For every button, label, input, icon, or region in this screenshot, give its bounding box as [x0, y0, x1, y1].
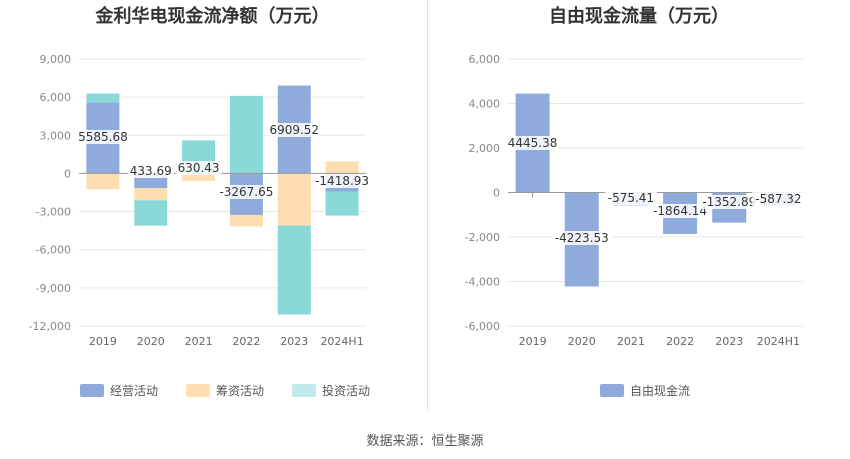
x-tick-label: 2022 [666, 335, 694, 348]
data-label: -1352.89 [702, 195, 756, 209]
x-tick-label: 2023 [715, 335, 743, 348]
bar-投资活动 [325, 191, 359, 216]
bar-投资活动 [86, 93, 120, 103]
bar-筹资活动 [182, 173, 216, 182]
cash-flow-chart-title: 金利华电现金流净额（万元） [95, 6, 330, 27]
y-tick-label: 9,000 [40, 53, 72, 66]
data-label-bg [752, 192, 805, 206]
data-label-bg [650, 204, 710, 218]
x-tick-label: 2020 [568, 335, 596, 348]
x-tick-label: 2019 [89, 335, 117, 348]
data-label: -4223.53 [555, 231, 609, 245]
legend-label: 筹资活动 [216, 384, 264, 398]
bar-投资活动 [229, 95, 263, 174]
data-label-bg [127, 164, 174, 178]
data-label-bg [604, 191, 658, 205]
y-tick-label: -4,000 [465, 276, 500, 289]
data-label: 630.43 [178, 161, 220, 175]
legend-swatch [292, 384, 316, 397]
data-label: 6909.52 [269, 123, 319, 137]
bar-筹资活动 [86, 173, 120, 190]
panel-divider [427, 0, 428, 410]
data-label: -575.41 [608, 191, 654, 205]
data-label-bg [552, 231, 612, 245]
y-tick-label: -6,000 [465, 320, 500, 333]
x-tick-label: 2021 [185, 335, 213, 348]
y-tick-label: 6,000 [40, 91, 72, 104]
y-tick-label: -3,000 [36, 206, 71, 219]
y-tick-label: 2,000 [469, 142, 501, 155]
x-tick-label: 2024H1 [757, 335, 800, 348]
legend-swatch [186, 384, 210, 397]
data-label-bg [506, 136, 559, 150]
legend-swatch [80, 384, 104, 397]
data-label: -3267.65 [219, 185, 273, 199]
data-label: -587.32 [755, 192, 801, 206]
legend-label: 投资活动 [322, 383, 370, 398]
y-tick-label: 6,000 [469, 53, 501, 66]
data-label-bg [312, 174, 372, 188]
charts-canvas: 9,000 6,000 3,000 0 -3,000 -6,000 -9,000 -12,00… [29, 53, 805, 398]
bar-筹资活动 [325, 161, 359, 174]
data-label: -1418.93 [315, 174, 369, 188]
data-label: -1864.14 [653, 204, 707, 218]
data-label-bg [699, 195, 759, 209]
data-label: 433.69 [130, 164, 172, 178]
legend-label: 自由现金流 [630, 383, 690, 398]
data-label-bg [76, 130, 130, 144]
data-source-note: 数据来源：恒生聚源 [366, 434, 484, 449]
y-tick-label: -12,000 [29, 320, 71, 333]
y-tick-label: 3,000 [40, 129, 72, 142]
y-tick-label: 0 [64, 167, 71, 180]
data-label-bg [268, 123, 321, 137]
data-label: 4445.38 [508, 136, 558, 150]
data-label-bg [217, 185, 276, 199]
x-tick-label: 2020 [137, 335, 165, 348]
free-cash-flow-chart-title: 自由现金流量（万元） [549, 6, 729, 27]
x-tick-label: 2024H1 [320, 335, 363, 348]
bar-筹资活动 [134, 188, 168, 201]
y-tick-label: -9,000 [36, 282, 71, 295]
bar-投资活动 [277, 225, 311, 315]
bar-筹资活动 [229, 214, 263, 227]
y-tick-label: -2,000 [465, 231, 500, 244]
data-label-bg [175, 161, 222, 175]
y-tick-label: -6,000 [36, 244, 71, 257]
bar-投资活动 [134, 200, 168, 226]
x-tick-label: 2023 [280, 335, 308, 348]
bar-筹资活动 [277, 173, 311, 226]
y-tick-label: 4,000 [469, 98, 501, 111]
y-tick-label: 0 [493, 187, 500, 200]
data-label: 5585.68 [78, 130, 128, 144]
legend-swatch [600, 384, 624, 397]
x-tick-label: 2022 [232, 335, 260, 348]
x-tick-label: 2021 [617, 335, 645, 348]
legend-label: 经营活动 [110, 384, 158, 398]
x-tick-label: 2019 [519, 335, 547, 348]
